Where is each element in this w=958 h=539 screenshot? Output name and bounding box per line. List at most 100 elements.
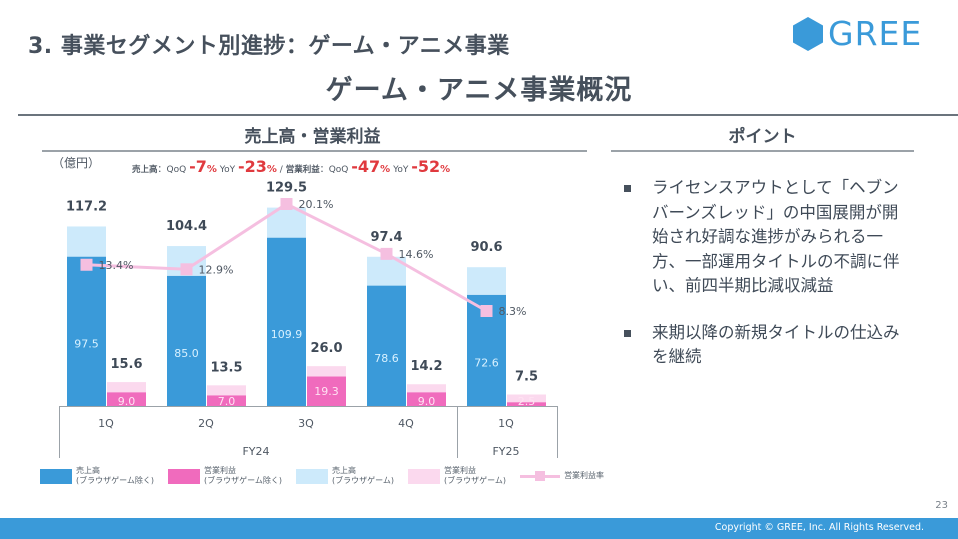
op-total-label: 15.6 [110,357,142,372]
op-bar-ex-browser [207,395,246,406]
op-bar-browser [407,384,446,393]
legend-item: 売上高 (ブラウザゲーム除く) [40,466,154,486]
growth-yoy-label: YoY [219,165,236,175]
sales-bar-ex-browser [167,275,206,406]
op-bar-ex-browser [307,376,346,406]
section-title: 3. 事業セグメント別進捗：ゲーム・アニメ事業 [28,34,510,59]
fiscal-year-label: FY25 [492,445,519,458]
pct-sign: % [266,164,277,175]
logo-text: GREE [828,14,923,53]
op-bar-browser [107,382,146,393]
sales-bar-browser [467,267,506,295]
legend-label: 営業利益 (ブラウザゲーム) [444,466,507,485]
category-tick-label: 4Q [398,417,414,430]
bullet-square-icon [624,329,631,337]
growth-sales-label: 売上高 [132,165,158,175]
margin-label: 12.9% [199,263,234,276]
sales-yoy-value: -23 [237,157,267,176]
category-tick-label: 2Q [198,417,214,430]
hexagon-logo-icon [793,16,823,51]
fiscal-year-label: FY24 [242,445,269,458]
op-inner-label: 9.0 [418,395,436,408]
legend-swatch [296,468,329,484]
margin-label: 13.4% [99,259,134,272]
op-bar-browser [507,394,546,403]
pct-sign: % [206,164,217,175]
list-item: ライセンスアウトとして「ヘブンバーンズレッド」の中国展開が開始され好調な進捗がみ… [624,176,914,299]
gree-logo: GREE [792,14,922,53]
sales-inner-label: 109.9 [271,328,303,341]
margin-point [380,247,393,260]
sales-bar-ex-browser [67,256,106,406]
bullet-text: 来期以降の新規タイトルの仕込みを継続 [652,322,900,367]
page-title: ゲーム・アニメ事業概況 [325,75,633,106]
chart-heading: 売上高・営業利益 [244,127,381,147]
op-inner-label: 2.5 [518,395,536,408]
unit-label: （億円） [52,156,101,170]
op-total-label: 14.2 [410,359,442,374]
legend-line-swatch [520,470,561,482]
sales-inner-label: 72.6 [474,356,499,369]
pct-sign: % [440,164,451,175]
growth-qoq-label: ：QoQ [157,165,187,175]
sales-bar-ex-browser [267,237,306,406]
sales-total-label: 117.2 [66,199,107,214]
op-inner-label: 9.0 [118,395,136,408]
sales-qoq-value: -7 [189,157,207,176]
legend-item: 営業利益率 [520,470,604,482]
sales-bar-browser [67,226,106,257]
category-tick-label: 3Q [298,417,314,430]
op-bar-ex-browser [107,392,146,406]
bullet-text: ライセンスアウトとして「ヘブンバーンズレッド」の中国展開が開始され好調な進捗がみ… [652,178,900,295]
op-total-label: 26.0 [310,341,342,356]
sales-bar-ex-browser [367,285,406,406]
margin-label: 14.6% [399,248,434,261]
header-divider [18,114,958,116]
points-heading-rule [611,150,914,152]
legend-label: 売上高 (ブラウザゲーム) [332,466,395,485]
copyright-text: Copyright © GREE, Inc. All Rights Reserv… [714,522,924,533]
sales-inner-label: 97.5 [74,337,99,350]
sales-total-label: 97.4 [370,230,402,245]
op-total-label: 13.5 [210,360,242,375]
margin-point [180,263,193,276]
legend-swatch [168,468,201,484]
points-list: ライセンスアウトとして「ヘブンバーンズレッド」の中国展開が開始され好調な進捗がみ… [624,176,914,392]
legend-item: 売上高 (ブラウザゲーム) [296,466,394,486]
chart-legend: 売上高 (ブラウザゲーム除く) 営業利益 (ブラウザゲーム除く) 売上高 (ブラウザゲーム… [40,466,618,486]
legend-swatch [408,468,441,484]
sales-inner-label: 85.0 [174,347,199,360]
op-yoy-value: -52 [411,157,441,176]
sales-total-label: 90.6 [470,240,502,255]
growth-qoq-label: ：QoQ [319,165,349,175]
margin-label: 8.3% [499,305,527,318]
sales-total-label: 129.5 [266,181,307,196]
list-item: 来期以降の新規タイトルの仕込みを継続 [624,321,914,370]
growth-separator: / [279,165,283,175]
op-total-label: 7.5 [515,370,538,385]
chart-heading-rule [42,150,587,152]
legend-item: 営業利益 (ブラウザゲーム) [408,466,506,486]
legend-label: 営業利益 (ブラウザゲーム除く) [204,466,283,485]
op-bar-ex-browser [507,402,546,406]
op-inner-label: 19.3 [314,385,339,398]
legend-label: 売上高 (ブラウザゲーム除く) [76,466,155,485]
page-number: 23 [935,500,948,511]
legend-label: 営業利益率 [564,471,605,480]
margin-point [480,305,493,317]
legend-swatch [40,468,72,484]
points-heading: ポイント [728,127,797,147]
sales-total-label: 104.4 [166,219,207,234]
growth-summary: 売上高：QoQ -7% YoY -23% / 営業利益：QoQ -47% YoY… [132,157,450,176]
growth-yoy-label: YoY [393,165,409,175]
op-bar-browser [207,385,246,396]
legend-item: 営業利益 (ブラウザゲーム除く) [168,466,282,486]
op-bar-ex-browser [407,392,446,406]
footer-bar: Copyright © GREE, Inc. All Rights Reserv… [0,518,958,539]
category-tick-label: 1Q [98,417,114,430]
margin-label: 20.1% [299,198,334,211]
margin-point [280,198,293,210]
growth-op-label: 営業利益 [285,165,320,175]
sales-inner-label: 78.6 [374,352,399,365]
